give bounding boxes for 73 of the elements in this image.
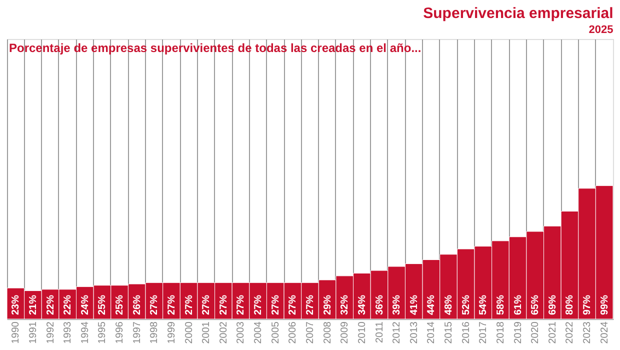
x-tick-label: 2014 [426, 321, 438, 344]
data-label: 27% [236, 294, 247, 315]
data-label: 97% [582, 294, 594, 315]
data-label: 52% [460, 294, 472, 315]
chart-subtitle: 2025 [588, 24, 614, 36]
data-label: 32% [340, 294, 351, 315]
x-tick-label: 2007 [305, 321, 316, 344]
x-tick-label: 2000 [184, 321, 195, 344]
data-label: 54% [478, 294, 490, 315]
data-label: 39% [392, 294, 403, 315]
x-tick-label: 1991 [28, 321, 39, 344]
data-label: 80% [564, 294, 576, 315]
data-label: 69% [547, 294, 558, 315]
x-tick-label: 2010 [356, 321, 368, 344]
data-label: 44% [426, 294, 438, 315]
data-label: 27% [253, 294, 264, 315]
data-label: 27% [149, 294, 160, 315]
data-label: 27% [184, 294, 195, 315]
data-label: 58% [495, 294, 506, 315]
x-tick-label: 2021 [547, 321, 558, 344]
data-label: 22% [45, 294, 56, 315]
data-label: 61% [512, 294, 524, 315]
x-tick-label: 2012 [392, 321, 403, 344]
x-tick-label: 1999 [166, 321, 178, 344]
x-tick-label: 2018 [495, 321, 506, 344]
data-label: 25% [97, 294, 108, 315]
data-label: 22% [62, 294, 74, 315]
text: Porcentaje de empresas supervivientes de todas las creadas en el año... [9, 41, 422, 55]
data-label: 27% [305, 294, 316, 315]
data-label: 27% [166, 294, 178, 315]
x-tick-label: 2019 [512, 321, 524, 344]
x-tick-label: 2013 [408, 321, 420, 344]
data-label: 41% [408, 294, 420, 315]
x-tick-label: 2016 [460, 321, 472, 344]
data-label: 48% [444, 294, 455, 315]
data-label: 29% [322, 294, 334, 315]
data-label: 24% [80, 294, 91, 315]
x-tick-label: 1998 [149, 321, 160, 344]
x-tick-label: 2001 [201, 321, 212, 344]
x-tick-label: 2006 [288, 321, 299, 344]
data-label: 65% [530, 294, 542, 315]
x-tick-label: 2023 [582, 321, 594, 344]
x-tick-label: 1993 [62, 321, 74, 344]
x-tick-label: 1997 [132, 321, 143, 344]
x-tick-label: 2003 [236, 321, 247, 344]
x-tick-label: 2009 [340, 321, 351, 344]
x-tick-label: 2015 [444, 321, 455, 344]
chart-title: Supervivencia empresarial [423, 5, 614, 22]
x-tick-label: 1996 [114, 321, 126, 344]
x-tick-label: 2024 [599, 321, 610, 344]
data-label: 23% [10, 294, 22, 315]
x-tick-label: 1992 [45, 321, 56, 344]
x-tick-label: 1995 [97, 321, 108, 344]
x-tick-label: 2004 [253, 321, 264, 344]
data-label: 27% [201, 294, 212, 315]
data-label: 27% [270, 294, 282, 315]
x-tick-label: 2002 [218, 321, 230, 344]
data-label: 27% [288, 294, 299, 315]
x-tick-label: 2005 [270, 321, 282, 344]
x-tick-label: 2022 [564, 321, 576, 344]
data-label: 36% [374, 294, 386, 315]
x-tick-label: 2017 [478, 321, 490, 344]
x-tick-label: 1990 [10, 321, 22, 344]
data-label: 25% [114, 294, 126, 315]
data-label: 27% [218, 294, 230, 315]
x-tick-label: 2020 [530, 321, 542, 344]
x-tick-label: 2008 [322, 321, 334, 344]
x-tick-label: 1994 [80, 321, 91, 344]
x-tick-label: 2011 [374, 321, 386, 344]
data-label: 26% [132, 294, 143, 315]
data-label: 99% [599, 294, 610, 315]
data-label: 34% [356, 294, 368, 315]
data-label: 21% [28, 294, 39, 315]
